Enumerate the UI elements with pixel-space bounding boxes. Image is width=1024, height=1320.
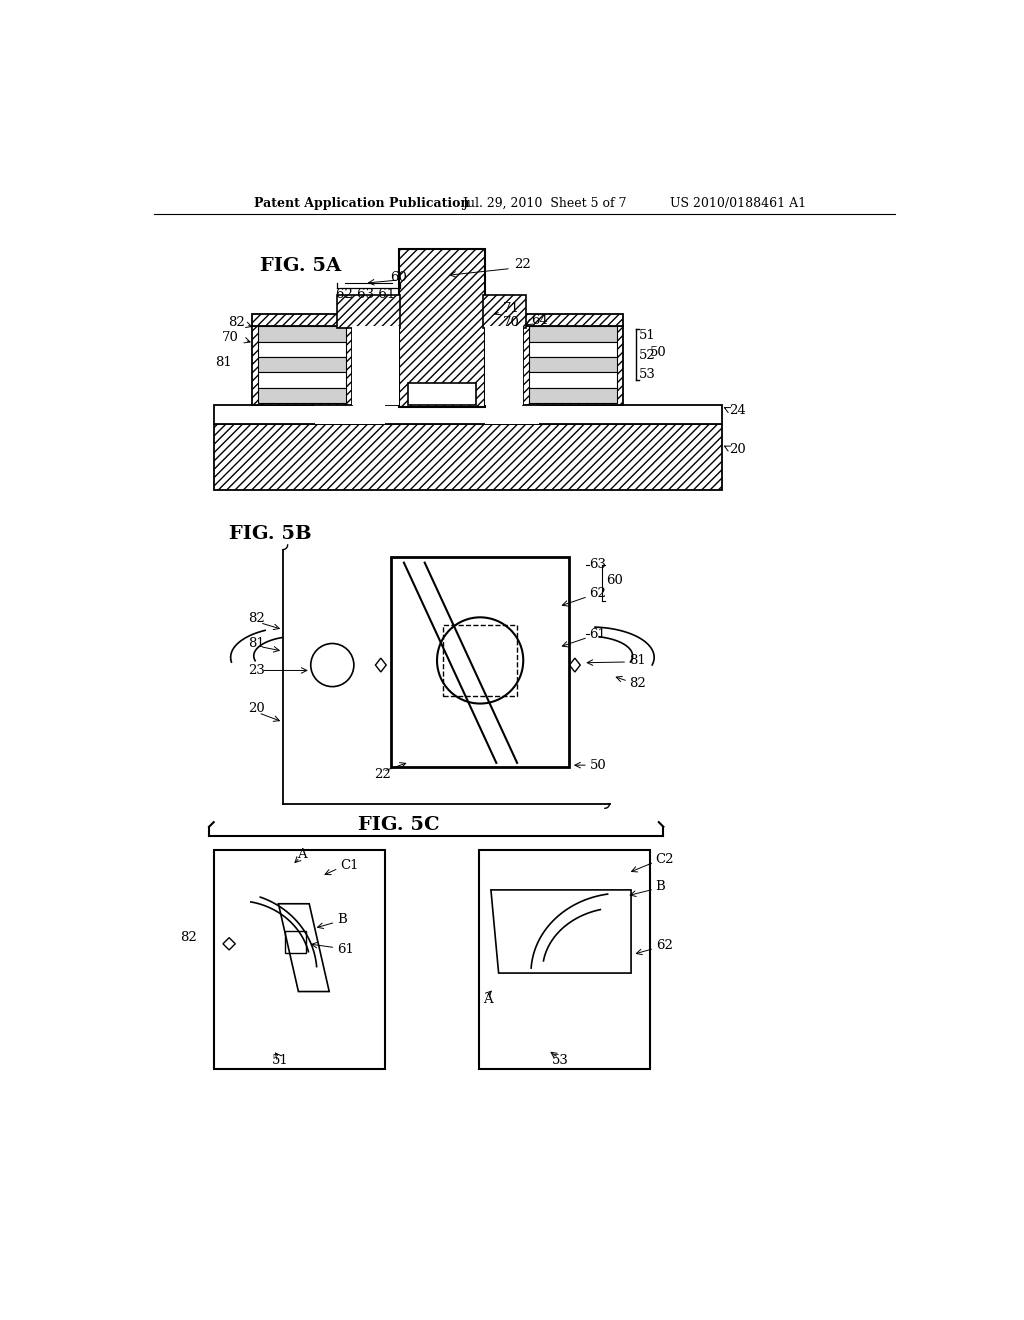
- Bar: [337, 296, 400, 327]
- Text: 60: 60: [605, 574, 623, 587]
- Text: 81: 81: [215, 356, 232, 370]
- Bar: [252, 326, 352, 405]
- Text: 70: 70: [503, 315, 519, 329]
- Bar: [337, 296, 400, 327]
- Bar: [315, 405, 385, 424]
- Text: Patent Application Publication: Patent Application Publication: [254, 197, 469, 210]
- Text: 23: 23: [249, 664, 265, 677]
- Bar: [252, 314, 352, 326]
- Text: 20: 20: [249, 702, 265, 715]
- Bar: [214, 850, 385, 1069]
- Text: 22: 22: [374, 768, 390, 781]
- Text: 20: 20: [730, 444, 746, 455]
- Bar: [214, 424, 722, 490]
- Text: FIG. 5A: FIG. 5A: [260, 257, 341, 275]
- Bar: [443, 626, 517, 696]
- Text: B: B: [337, 912, 347, 925]
- Text: 24: 24: [730, 404, 746, 417]
- Bar: [523, 326, 624, 405]
- Bar: [529, 358, 617, 372]
- Bar: [529, 372, 617, 388]
- Text: 81: 81: [249, 638, 265, 649]
- Text: 70: 70: [221, 330, 239, 343]
- Text: 51: 51: [639, 329, 655, 342]
- Bar: [252, 314, 352, 326]
- Bar: [258, 326, 346, 342]
- Bar: [258, 372, 346, 388]
- Bar: [408, 383, 475, 405]
- Text: 50: 50: [590, 759, 606, 772]
- Text: 82: 82: [630, 677, 646, 690]
- Bar: [484, 405, 539, 424]
- Text: 53: 53: [639, 367, 655, 380]
- Text: 81: 81: [630, 653, 646, 667]
- Bar: [483, 296, 525, 327]
- Text: 61: 61: [337, 944, 354, 957]
- Bar: [352, 326, 398, 405]
- Text: A: A: [483, 993, 493, 1006]
- Text: FIG. 5B: FIG. 5B: [229, 525, 311, 543]
- Text: 82: 82: [249, 612, 265, 626]
- Text: US 2010/0188461 A1: US 2010/0188461 A1: [670, 197, 806, 210]
- Bar: [391, 557, 569, 767]
- Text: 62 63 61: 62 63 61: [336, 288, 395, 301]
- Bar: [523, 314, 624, 326]
- Bar: [529, 388, 617, 404]
- Bar: [398, 249, 484, 407]
- Bar: [529, 342, 617, 358]
- Bar: [523, 326, 624, 405]
- Text: 62: 62: [655, 939, 673, 952]
- Bar: [258, 388, 346, 404]
- Bar: [483, 296, 525, 327]
- Bar: [523, 314, 624, 326]
- Text: 63: 63: [590, 558, 606, 572]
- Bar: [484, 326, 523, 405]
- Bar: [478, 850, 649, 1069]
- Bar: [214, 405, 722, 424]
- Bar: [258, 342, 346, 358]
- Bar: [258, 358, 346, 372]
- Bar: [529, 326, 617, 342]
- Text: 82: 82: [180, 931, 197, 944]
- Text: C1: C1: [340, 859, 358, 871]
- Text: C2: C2: [655, 853, 674, 866]
- Text: Jul. 29, 2010  Sheet 5 of 7: Jul. 29, 2010 Sheet 5 of 7: [462, 197, 626, 210]
- Text: 60: 60: [390, 271, 407, 284]
- Text: 62: 62: [590, 587, 606, 601]
- Text: FIG. 5C: FIG. 5C: [357, 816, 439, 834]
- Text: 82: 82: [227, 315, 245, 329]
- Text: 52: 52: [639, 348, 655, 362]
- Bar: [398, 249, 484, 407]
- Text: 50: 50: [649, 346, 667, 359]
- Text: 51: 51: [272, 1055, 289, 1068]
- Text: 53: 53: [552, 1055, 568, 1068]
- Bar: [252, 326, 352, 405]
- Text: A: A: [297, 847, 306, 861]
- Text: B: B: [655, 879, 666, 892]
- Text: 22: 22: [514, 259, 530, 271]
- Text: 64: 64: [531, 314, 548, 326]
- Text: 71: 71: [503, 302, 519, 315]
- Text: 61: 61: [590, 628, 606, 640]
- Bar: [214, 424, 722, 490]
